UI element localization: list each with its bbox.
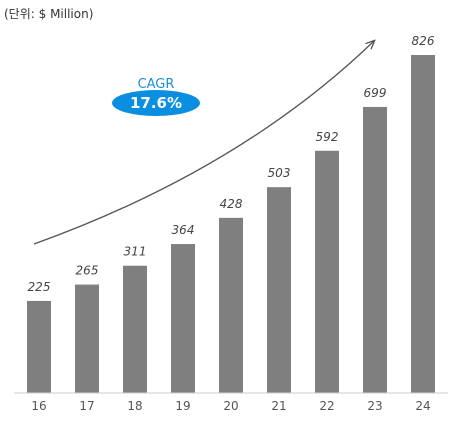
- x-tick-23: 23: [367, 399, 382, 413]
- bar-16: [27, 300, 51, 393]
- bar-20: [219, 217, 243, 393]
- data-label-19: 364: [172, 223, 195, 237]
- data-label-16: 225: [28, 280, 51, 294]
- cagr-badge: [112, 90, 200, 116]
- bar-18: [123, 265, 147, 393]
- data-label-18: 311: [124, 245, 147, 259]
- bars-group: 225 265 311 364 428 503 592 699 826: [27, 34, 435, 394]
- bar-19: [171, 244, 195, 393]
- bar-17: [75, 284, 99, 393]
- data-label-20: 428: [220, 197, 243, 211]
- x-tick-19: 19: [175, 399, 190, 413]
- cagr-value: 17.6%: [130, 94, 182, 112]
- growth-arrow: [33, 41, 374, 245]
- data-label-22: 592: [316, 130, 339, 144]
- data-label-23: 699: [364, 86, 387, 100]
- x-tick-16: 16: [31, 399, 46, 413]
- data-label-21: 503: [268, 166, 291, 180]
- bar-23: [363, 106, 387, 394]
- data-label-17: 265: [76, 264, 99, 278]
- x-tick-21: 21: [271, 399, 286, 413]
- unit-label: (단위: $ Million): [4, 7, 93, 21]
- cagr-label: CAGR: [138, 77, 175, 92]
- x-tick-22: 22: [319, 399, 334, 413]
- bar-24: [411, 55, 435, 393]
- bar-22: [315, 150, 339, 393]
- data-label-24: 826: [412, 34, 435, 48]
- x-tick-20: 20: [223, 399, 238, 413]
- x-tick-labels: 16 17 18 19 20 21 22 23 24: [31, 399, 430, 413]
- bar-21: [267, 187, 291, 393]
- x-tick-24: 24: [415, 399, 430, 413]
- x-tick-17: 17: [79, 399, 94, 413]
- x-tick-18: 18: [127, 399, 142, 413]
